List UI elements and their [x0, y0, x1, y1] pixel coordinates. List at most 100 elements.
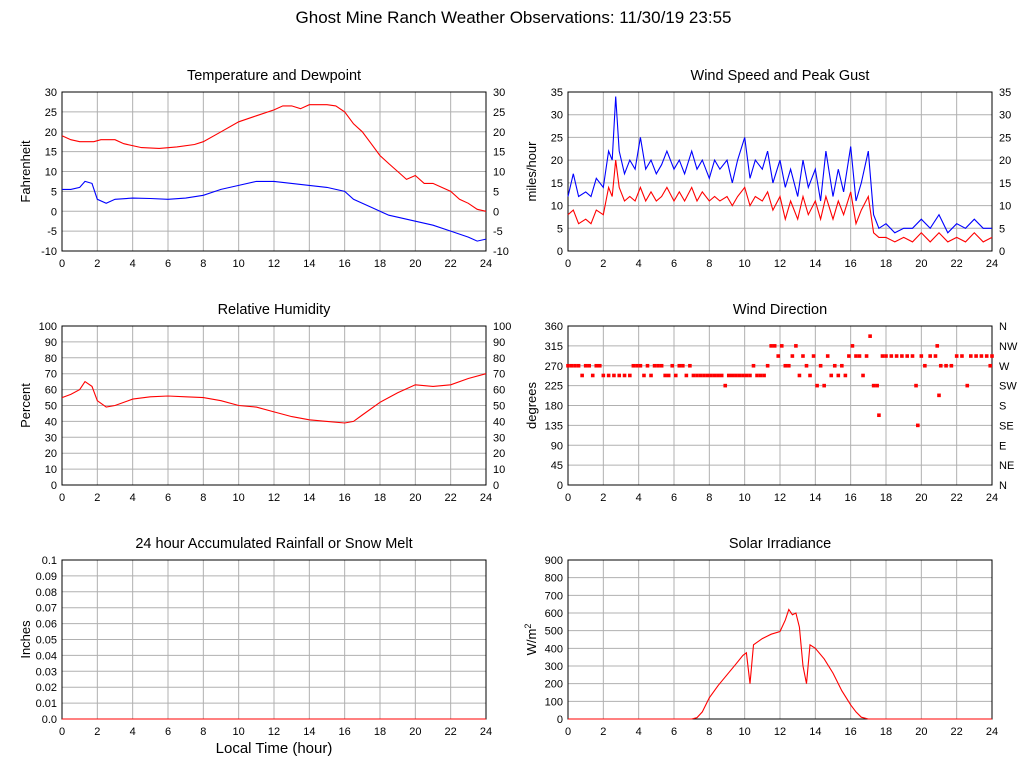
right-tick-label: 20: [999, 155, 1011, 167]
x-tick-label: 10: [739, 492, 751, 504]
right-tick-label: 30: [999, 110, 1011, 122]
chart-title: 24 hour Accumulated Rainfall or Snow Mel…: [135, 536, 412, 552]
data-point: [751, 363, 756, 368]
y-axis-label: miles/hour: [524, 141, 539, 202]
x-tick-label: 4: [636, 492, 642, 504]
data-point: [910, 354, 915, 358]
data-point: [606, 373, 611, 378]
x-tick-label: 12: [774, 492, 786, 504]
right-tick-label: 60: [493, 385, 505, 397]
y-tick-label: 100: [39, 321, 57, 333]
x-tick-label: 0: [565, 258, 571, 270]
data-point: [622, 373, 627, 378]
data-point: [730, 373, 735, 378]
data-point: [871, 383, 876, 388]
data-point: [933, 354, 938, 358]
data-point: [965, 383, 970, 388]
data-point: [566, 363, 570, 368]
right-tick-label: 10: [493, 464, 505, 476]
y-tick-label: 0.08: [36, 587, 57, 599]
x-tick-label: 14: [303, 258, 315, 270]
data-point: [905, 354, 909, 358]
x-tick-label: 8: [706, 258, 712, 270]
y-tick-label: 30: [45, 432, 57, 444]
data-point: [836, 373, 841, 378]
data-point: [688, 363, 692, 368]
y-tick-label: 60: [45, 385, 57, 397]
right-tick-label: 70: [493, 369, 505, 381]
y-tick-label: 0.06: [36, 619, 57, 631]
x-tick-label: 12: [774, 258, 786, 270]
plot-frame: [567, 91, 993, 252]
data-point: [984, 354, 989, 358]
data-point: [811, 354, 816, 358]
y-axis-label: Fahrenheit: [18, 140, 33, 203]
x-tick-label: 4: [636, 258, 642, 270]
y-tick-label: 5: [51, 186, 57, 198]
y-tick-label: 0: [557, 246, 563, 258]
y-tick-label: 0.01: [36, 698, 57, 710]
chart-winddir: 0 2 4 6 8 10 12 14 16 18 20 22 240459013518022527031…: [524, 302, 1018, 504]
chart-temp: 0 2 4 6 8 10 12 14 16 18 20 22 24-10-5051015202530-1…: [18, 68, 509, 270]
y-tick-label: 30: [45, 87, 57, 99]
series-line: [568, 608, 992, 720]
data-point: [638, 363, 643, 368]
y-tick-label: 0.0: [42, 714, 57, 726]
y-tick-label: 20: [551, 155, 563, 167]
data-point: [758, 373, 763, 378]
y-tick-label: 300: [545, 661, 563, 673]
x-tick-label: 2: [94, 492, 100, 504]
data-point: [617, 373, 622, 378]
x-tick-label: 2: [600, 258, 606, 270]
x-tick-label: 18: [880, 258, 892, 270]
x-tick-label: 0: [59, 492, 65, 504]
x-tick-label: 20: [915, 258, 927, 270]
right-tick-label: 25: [999, 132, 1011, 144]
y-tick-label: 50: [45, 401, 57, 413]
data-point: [804, 363, 809, 368]
y-tick-label: 225: [545, 381, 563, 393]
x-tick-label: 22: [951, 492, 963, 504]
data-point: [755, 373, 759, 378]
y-tick-label: 0: [557, 480, 563, 492]
right-tick-label: 30: [493, 87, 505, 99]
x-tick-label: 12: [774, 726, 786, 738]
x-tick-label: 22: [951, 726, 963, 738]
data-point: [843, 373, 848, 378]
x-axis-label: Local Time (hour): [216, 740, 333, 757]
data-point: [923, 363, 927, 368]
data-point: [832, 363, 837, 368]
x-tick-label: 24: [480, 258, 492, 270]
x-tick-label: 4: [130, 492, 136, 504]
y-tick-label: 10: [45, 464, 57, 476]
right-tick-label: 20: [493, 127, 505, 139]
data-point: [649, 373, 653, 378]
right-tick-label: SW: [999, 381, 1017, 393]
y-axis-label: W/m2: [523, 624, 539, 656]
x-tick-label: 4: [636, 726, 642, 738]
data-point: [642, 373, 646, 378]
x-tick-label: 6: [165, 492, 171, 504]
x-tick-label: 8: [200, 726, 206, 738]
data-point: [779, 344, 784, 348]
y-tick-label: 900: [545, 555, 563, 567]
y-tick-label: 0: [557, 714, 563, 726]
y-tick-label: 10: [45, 167, 57, 179]
right-tick-label: 20: [493, 448, 505, 460]
x-tick-label: 6: [671, 492, 677, 504]
data-point: [808, 373, 812, 378]
y-tick-label: -10: [41, 246, 57, 258]
x-tick-label: 16: [339, 258, 351, 270]
data-point: [705, 373, 710, 378]
right-tick-label: 0: [999, 246, 1005, 258]
y-tick-label: 0.09: [36, 571, 57, 583]
right-tick-label: 30: [493, 432, 505, 444]
page-title: Ghost Mine Ranch Weather Observations: 1…: [295, 8, 732, 27]
right-tick-label: 5: [493, 186, 499, 198]
data-point: [919, 354, 924, 358]
y-tick-label: 0.02: [36, 682, 57, 694]
data-point: [772, 344, 777, 348]
data-point: [868, 334, 872, 338]
right-tick-label: 90: [493, 337, 505, 349]
data-point: [576, 363, 581, 368]
